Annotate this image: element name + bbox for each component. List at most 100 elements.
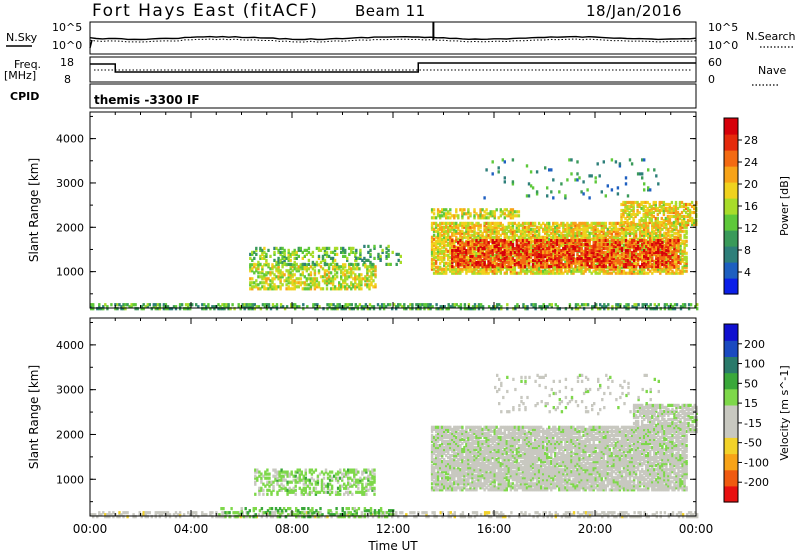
power-echo xyxy=(648,208,651,213)
power-echo xyxy=(634,239,638,243)
power-echo xyxy=(616,265,620,269)
power-echo xyxy=(491,225,494,229)
power-echo xyxy=(566,253,569,257)
power-echo xyxy=(335,267,339,271)
power-echo xyxy=(673,241,676,245)
power-echo xyxy=(546,269,549,273)
power-echo xyxy=(554,267,557,271)
power-echo xyxy=(279,246,282,250)
power-echo xyxy=(550,255,553,259)
power-echo xyxy=(687,303,691,307)
power-echo xyxy=(657,263,660,267)
power-echo xyxy=(493,259,496,263)
power-echo xyxy=(397,258,400,262)
power-echo xyxy=(265,303,269,307)
power-echo xyxy=(373,256,376,260)
power-echo xyxy=(443,212,446,216)
power-echo xyxy=(358,281,361,285)
power-echo xyxy=(453,216,456,220)
power-echo xyxy=(602,221,605,225)
power-echo xyxy=(487,225,490,229)
power-echo xyxy=(491,263,494,267)
power-echo xyxy=(556,257,559,261)
power-echo xyxy=(679,257,682,261)
power-echo xyxy=(453,231,456,235)
power-echo xyxy=(638,233,642,237)
power-echo xyxy=(321,287,325,291)
power-echo xyxy=(602,259,605,263)
power-echo xyxy=(649,265,652,269)
power-echo xyxy=(249,305,252,309)
power-echo xyxy=(686,212,690,217)
power-echo xyxy=(325,287,329,291)
power-echo xyxy=(554,235,557,239)
power-echo xyxy=(527,261,531,265)
power-echo xyxy=(445,271,448,275)
power-echo xyxy=(293,281,296,285)
power-echo xyxy=(354,285,357,289)
power-echo xyxy=(622,257,626,261)
power-echo xyxy=(540,239,543,243)
power-echo xyxy=(493,210,496,214)
power-echo xyxy=(449,212,452,216)
power-echo xyxy=(694,305,697,309)
power-echo xyxy=(269,273,272,277)
power-echo xyxy=(471,307,475,311)
power-echo xyxy=(489,237,492,241)
power-echo xyxy=(333,258,337,262)
power-echo xyxy=(560,253,563,257)
power-echo xyxy=(608,249,611,253)
power-echo xyxy=(493,221,496,225)
power-echo xyxy=(653,247,656,251)
power-echo xyxy=(533,259,537,263)
power-echo xyxy=(313,281,317,285)
power-echo xyxy=(582,261,585,265)
power-echo xyxy=(359,250,362,254)
power-echo xyxy=(481,233,484,237)
power-echo xyxy=(537,231,541,235)
power-echo xyxy=(682,218,686,223)
power-echo xyxy=(659,229,662,233)
power-echo xyxy=(578,247,581,251)
power-echo xyxy=(483,267,486,271)
power-echo xyxy=(362,307,366,311)
power-echo xyxy=(430,216,434,220)
power-echo xyxy=(465,271,468,275)
power-echo xyxy=(630,263,634,267)
power-echo xyxy=(642,212,645,217)
power-echo xyxy=(651,271,654,275)
power-echo xyxy=(668,208,672,213)
power-echo xyxy=(527,221,531,225)
power-echo xyxy=(653,235,656,239)
power-echo xyxy=(620,208,623,213)
power-echo xyxy=(683,265,686,269)
power-echo xyxy=(570,231,573,235)
power-echo xyxy=(628,206,631,211)
power-echo xyxy=(445,216,448,220)
power-echo xyxy=(584,269,587,273)
power-echo xyxy=(373,246,376,250)
power-echo xyxy=(327,271,331,275)
power-echo xyxy=(517,229,521,233)
power-echo xyxy=(261,285,264,289)
power-echo xyxy=(618,249,622,253)
power-echo xyxy=(618,265,622,269)
power-echo xyxy=(455,271,458,275)
power-echo xyxy=(350,267,353,271)
power-echo xyxy=(624,249,628,253)
power-echo xyxy=(473,305,477,309)
power-echo xyxy=(560,265,563,269)
power-echo xyxy=(525,271,529,275)
power-echo xyxy=(622,237,626,241)
power-echo xyxy=(493,249,496,253)
power-echo xyxy=(610,243,614,247)
power-echo xyxy=(610,261,614,265)
power-echo xyxy=(154,305,157,309)
power-echo xyxy=(671,255,674,259)
power-echo xyxy=(491,227,494,231)
power-echo xyxy=(475,235,478,239)
power-echo xyxy=(649,231,652,235)
power-echo xyxy=(299,265,302,269)
power-echo xyxy=(463,265,466,269)
power-echo xyxy=(568,247,571,251)
